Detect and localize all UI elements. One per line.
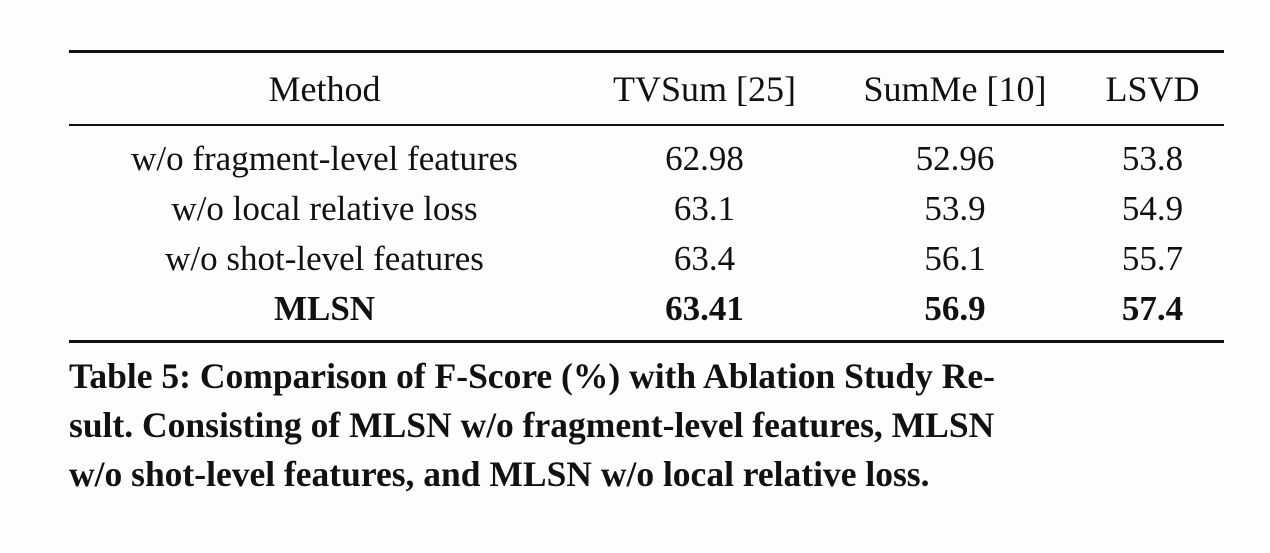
header-method: Method	[268, 68, 381, 109]
header-lsvd: LSVD	[1105, 68, 1200, 109]
row-method: w/o fragment-level features	[131, 139, 518, 178]
header-summe: SumMe [10]	[863, 68, 1047, 109]
row-method: w/o shot-level features	[165, 239, 484, 278]
ablation-table-body: w/o fragment-level features 62.98 52.96 …	[69, 126, 1224, 340]
table-row: w/o fragment-level features 62.98 52.96 …	[69, 126, 1224, 184]
results-table: Method TVSum [25] SumMe [10] LSVD w/o fr…	[69, 50, 1224, 343]
row-method: w/o local relative loss	[171, 189, 478, 228]
header-row: Method TVSum [25] SumMe [10] LSVD	[69, 53, 1224, 124]
header-tvsum: TVSum [25]	[613, 68, 796, 109]
caption-line-1: Table 5: Comparison of F-Score (%) with …	[69, 356, 995, 396]
row-summe: 56.9	[924, 289, 986, 328]
row-lsvd: 54.9	[1121, 189, 1184, 228]
row-lsvd: 57.4	[1121, 289, 1184, 328]
caption-line-2: sult. Consisting of MLSN w/o fragment-le…	[69, 405, 995, 445]
row-tvsum: 63.41	[665, 289, 744, 328]
bottom-rule	[69, 340, 1224, 343]
row-lsvd: 55.7	[1121, 239, 1184, 278]
row-tvsum: 62.98	[665, 139, 744, 178]
table-row-best: MLSN 63.41 56.9 57.4	[69, 284, 1224, 340]
caption-line-3: w/o shot-level features, and MLSN w/o lo…	[69, 454, 930, 494]
row-tvsum: 63.1	[673, 189, 736, 228]
table-row: w/o shot-level features 63.4 56.1 55.7	[69, 234, 1224, 284]
table-caption: Table 5: Comparison of F-Score (%) with …	[69, 352, 1179, 499]
row-tvsum: 63.4	[673, 239, 736, 278]
mid-rule	[69, 124, 1224, 126]
table-row: w/o local relative loss 63.1 53.9 54.9	[69, 184, 1224, 234]
row-summe: 52.96	[915, 139, 995, 178]
row-method: MLSN	[273, 289, 376, 328]
top-rule	[69, 50, 1224, 53]
row-summe: 53.9	[924, 189, 986, 228]
row-summe: 56.1	[924, 239, 986, 278]
ablation-table: Method TVSum [25] SumMe [10] LSVD	[69, 53, 1224, 124]
row-lsvd: 53.8	[1121, 139, 1184, 178]
